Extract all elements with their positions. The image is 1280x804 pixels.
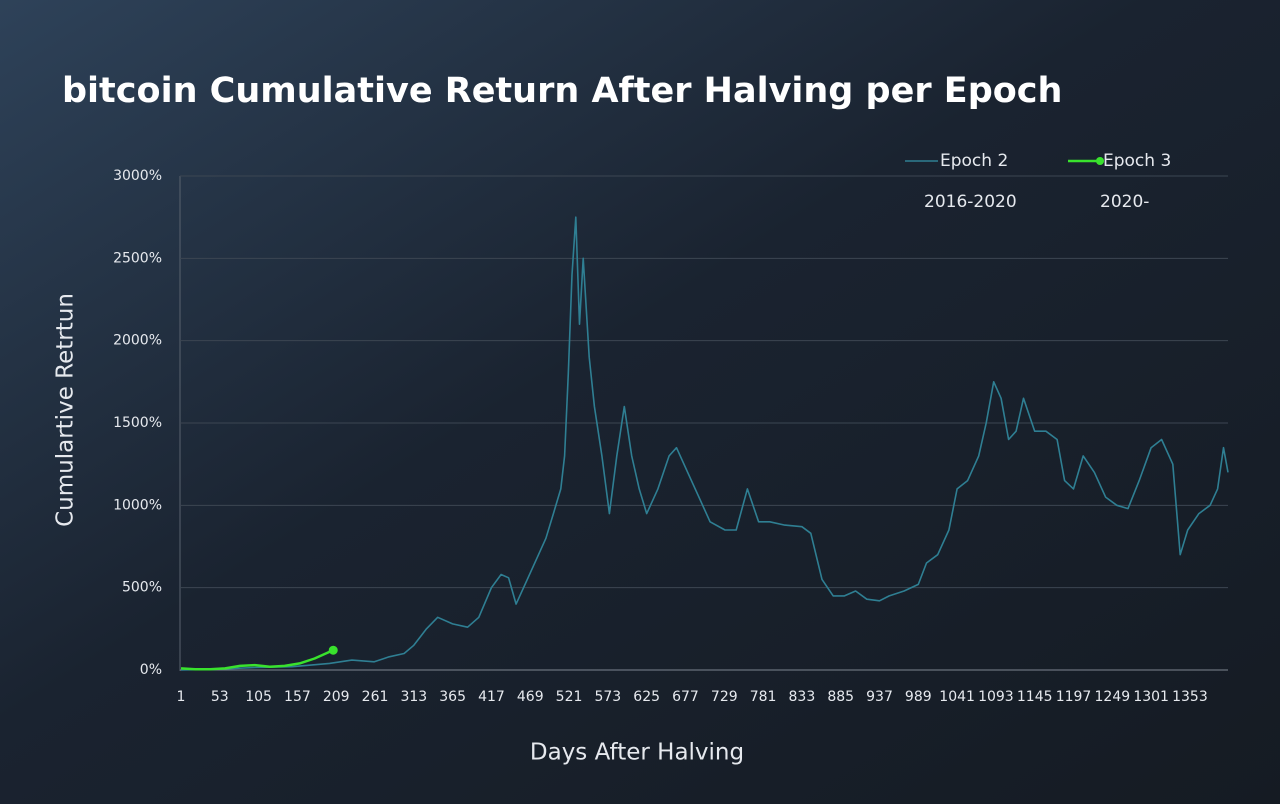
x-tick-label: 1301 <box>1133 689 1169 705</box>
x-axis-label: Days After Halving <box>530 740 744 766</box>
legend-label: Epoch 3 <box>1103 151 1171 171</box>
legend-period: 2020- <box>1100 192 1149 212</box>
y-tick-label: 3000% <box>113 168 162 184</box>
legend-label: Epoch 2 <box>940 151 1008 171</box>
x-tick-label: 157 <box>284 689 311 705</box>
x-tick-label: 833 <box>789 689 816 705</box>
x-tick-label: 105 <box>245 689 272 705</box>
y-tick-label: 500% <box>122 580 162 596</box>
x-tick-label: 365 <box>439 689 466 705</box>
x-tick-label: 313 <box>400 689 427 705</box>
x-tick-label: 1353 <box>1172 689 1208 705</box>
x-tick-label: 677 <box>672 689 699 705</box>
x-tick-label: 1249 <box>1095 689 1131 705</box>
x-tick-label: 521 <box>556 689 583 705</box>
x-tick-label: 1145 <box>1017 689 1053 705</box>
x-tick-label: 1041 <box>939 689 975 705</box>
x-tick-label: 729 <box>711 689 738 705</box>
x-tick-label: 53 <box>211 689 229 705</box>
x-tick-label: 989 <box>905 689 932 705</box>
y-axis-label: Cumulartive Retrtun <box>53 293 79 527</box>
y-tick-label: 2500% <box>113 250 162 266</box>
x-tick-label: 781 <box>750 689 777 705</box>
x-tick-label: 937 <box>866 689 893 705</box>
x-tick-label: 625 <box>633 689 660 705</box>
x-tick-label: 469 <box>517 689 544 705</box>
y-tick-label: 2000% <box>113 333 162 349</box>
legend-period: 2016-2020 <box>924 192 1017 212</box>
x-tick-label: 573 <box>594 689 621 705</box>
series-line <box>180 649 334 671</box>
series-line <box>180 216 1229 671</box>
chart-title: bitcoin Cumulative Return After Halving … <box>62 71 1062 111</box>
legend-marker <box>1096 157 1104 165</box>
x-tick-label: 885 <box>827 689 854 705</box>
x-tick-label: 417 <box>478 689 505 705</box>
x-tick-label: 261 <box>362 689 389 705</box>
x-tick-label: 1 <box>177 689 186 705</box>
end-marker <box>328 645 338 655</box>
x-tick-label: 1093 <box>978 689 1014 705</box>
y-tick-label: 0% <box>140 662 162 678</box>
x-tick-label: 209 <box>323 689 350 705</box>
y-tick-label: 1000% <box>113 497 162 513</box>
y-tick-label: 1500% <box>113 415 162 431</box>
x-tick-label: 1197 <box>1056 689 1092 705</box>
